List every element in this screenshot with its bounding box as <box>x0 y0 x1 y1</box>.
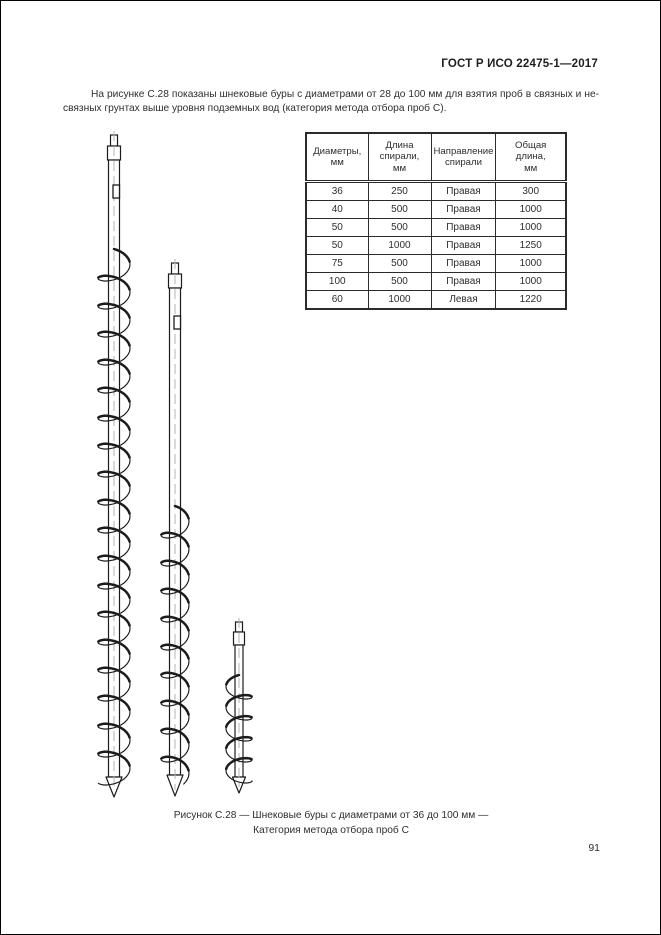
table-cell: 100 <box>305 272 369 291</box>
table-cell: Правая <box>430 200 497 219</box>
table-cell: 1250 <box>495 236 567 255</box>
table-header-cell: Диаметры, мм <box>305 132 369 183</box>
auger-medium <box>160 259 190 797</box>
auger-spiral-front <box>97 247 131 767</box>
table-cell: 500 <box>367 218 432 237</box>
table-header-cell: Длина спирали, мм <box>367 132 432 183</box>
auger-shaft-hole <box>173 315 182 330</box>
auger-top-pin <box>109 134 119 147</box>
auger-shaft-hole <box>112 184 121 199</box>
table-cell: 1220 <box>495 290 567 310</box>
figure-caption: Рисунок С.28 — Шнековые буры с диаметрам… <box>63 809 599 838</box>
auger-collar <box>106 145 122 161</box>
table-cell: 75 <box>305 254 369 273</box>
table-cell: 500 <box>367 254 432 273</box>
auger-tip-cone <box>105 776 123 798</box>
auger-tip-cone <box>166 774 184 797</box>
page-number: 91 <box>588 842 600 854</box>
table-row: 50 500 Правая 1000 <box>305 218 567 237</box>
auger-shaft <box>168 287 182 776</box>
table-cell: 1000 <box>367 236 432 255</box>
table-cell: 1000 <box>495 218 567 237</box>
intro-paragraph-line-1: На рисунке С.28 показаны шнековые буры с… <box>91 89 599 100</box>
table-cell: 50 <box>305 236 369 255</box>
table-cell: 500 <box>367 200 432 219</box>
table-row: 40 500 Правая 1000 <box>305 200 567 219</box>
table-cell: 40 <box>305 200 369 219</box>
table-cell: 60 <box>305 290 369 310</box>
table-row: 36 250 Правая 300 <box>305 181 567 201</box>
table-row: 75 500 Правая 1000 <box>305 254 567 273</box>
table-cell: Правая <box>430 236 497 255</box>
intro-paragraph-line-2: связных грунтах выше уровня подземных во… <box>63 103 447 114</box>
table-cell: Правая <box>430 181 497 201</box>
table-cell: Правая <box>430 218 497 237</box>
auger-spiral-front <box>160 504 190 772</box>
table-cell: 1000 <box>367 290 432 310</box>
auger-spiral-back <box>97 248 131 786</box>
auger-spiral-back <box>160 505 190 785</box>
table-cell: 250 <box>367 181 432 201</box>
auger-small <box>224 618 253 794</box>
table-header-cell: Направление спирали <box>430 132 497 183</box>
table-header-cell: Общая длина, мм <box>495 132 567 183</box>
table-row: 50 1000 Правая 1250 <box>305 236 567 255</box>
table-cell: Правая <box>430 272 497 291</box>
table-cell: 500 <box>367 272 432 291</box>
auger-shaft <box>107 159 121 778</box>
auger-large <box>97 131 131 798</box>
auger-top-pin <box>234 621 244 633</box>
auger-collar <box>232 631 246 646</box>
table-row: 60 1000 Левая 1220 <box>305 290 567 310</box>
intro-paragraph: На рисунке С.28 показаны шнековые буры с… <box>63 88 599 116</box>
table-cell: 1000 <box>495 254 567 273</box>
auger-collar <box>167 273 183 289</box>
table-cell: Правая <box>430 254 497 273</box>
auger-spiral-back <box>225 674 253 784</box>
auger-shaft <box>234 644 244 778</box>
table-cell: Левая <box>430 290 497 310</box>
auger-tip-cone <box>231 776 247 794</box>
table-cell: 50 <box>305 218 369 237</box>
table-cell: 1000 <box>495 200 567 219</box>
table-row: 100 500 Правая 1000 <box>305 272 567 291</box>
figure-caption-line-1: Рисунок С.28 — Шнековые буры с диаметрам… <box>173 810 489 821</box>
table-header-row: Диаметры, мм Длина спирали, мм Направление… <box>305 132 567 183</box>
document-header: ГОСТ Р ИСО 22475-1—2017 <box>441 58 598 70</box>
table-cell: 300 <box>495 181 567 201</box>
auger-spiral-front <box>224 673 253 771</box>
auger-spec-table: Диаметры, мм Длина спирали, мм Направление… <box>305 132 567 310</box>
figure-caption-line-2: Категория метода отбора проб С <box>253 824 409 836</box>
table-cell: 36 <box>305 181 369 201</box>
table-cell: 1000 <box>495 272 567 291</box>
auger-top-pin <box>170 262 180 275</box>
